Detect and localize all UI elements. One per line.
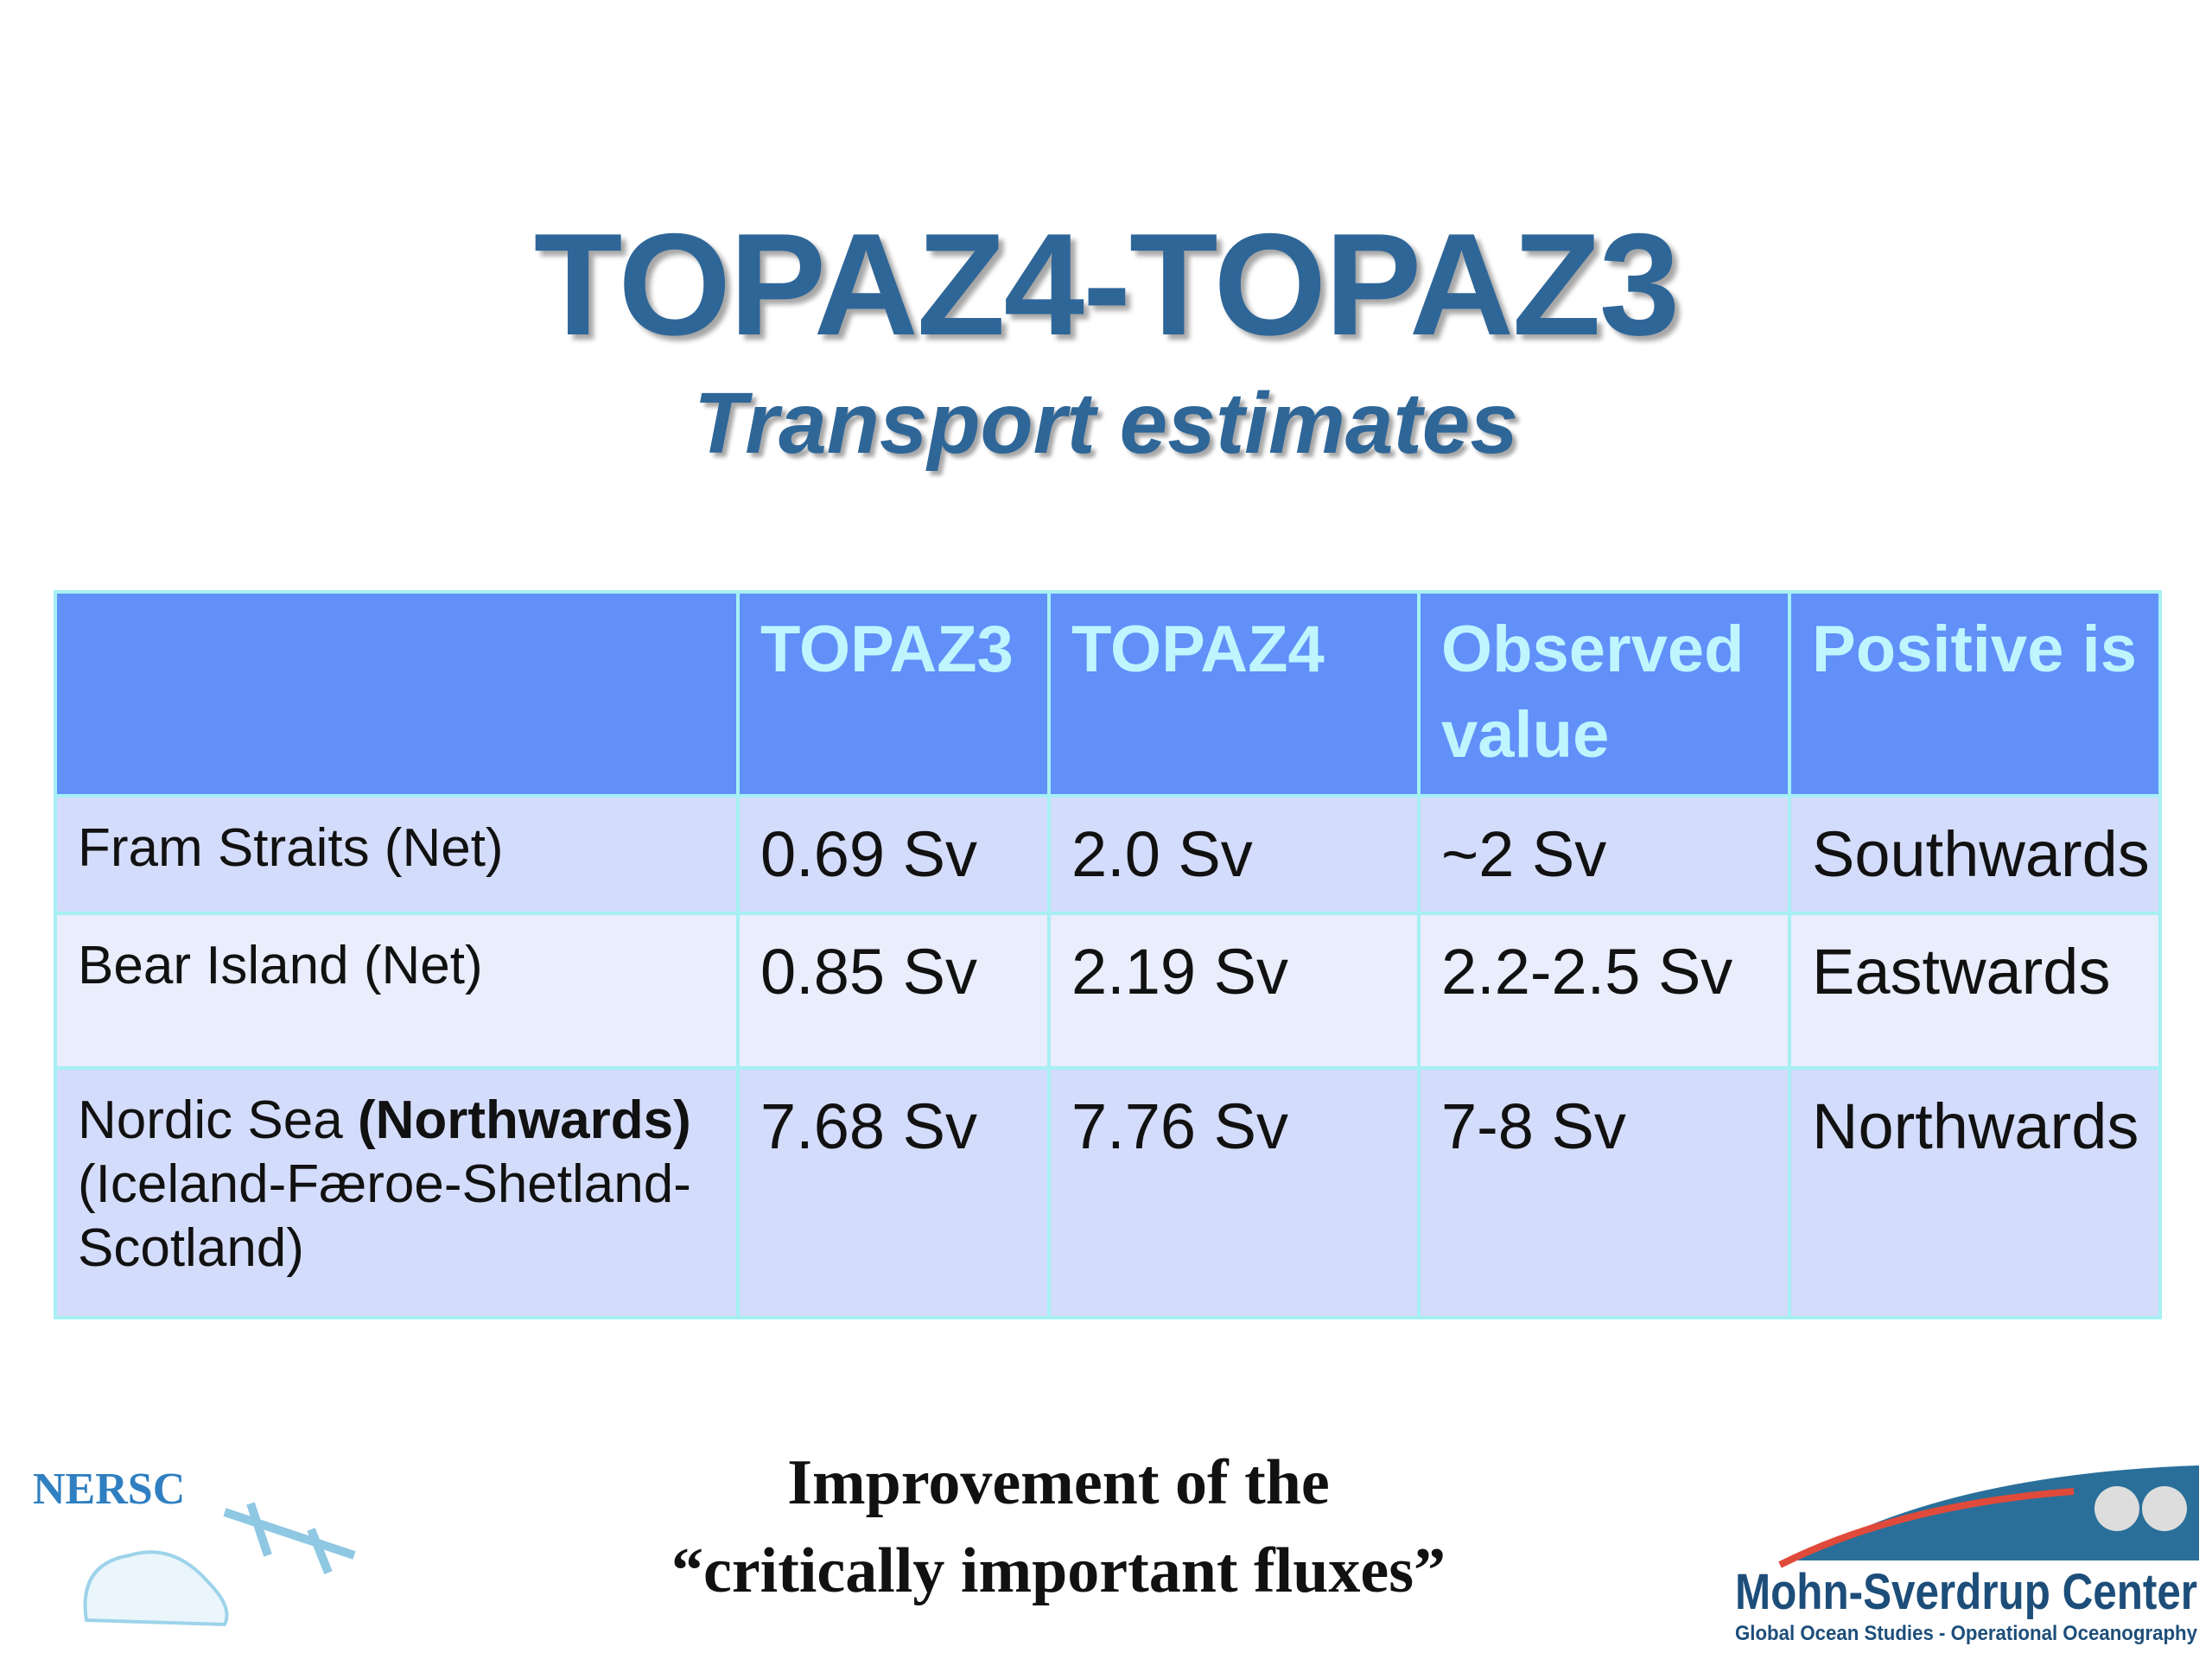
msc-name: Mohn-Sverdrup Center	[1735, 1564, 2197, 1620]
table-cell: 7.76 Sv	[1047, 1065, 1421, 1319]
table-row: Fram Straits (Net) 0.69 Sv 2.0 Sv ~2 Sv Sout…	[54, 793, 2162, 915]
label-text: Nordic Sea	[78, 1090, 343, 1150]
label-text: Bear Island (Net)	[78, 935, 483, 995]
row-label: Nordic Sea (Northwards) (Iceland-Færoe-Sh…	[54, 1065, 740, 1319]
label-bold: (Northwards)	[357, 1090, 691, 1150]
table-row: Bear Island (Net) 0.85 Sv 2.19 Sv 2.2-2.5 S…	[54, 911, 2162, 1070]
header-cell: TOPAZ3	[736, 590, 1051, 798]
table-cell: ~2 Sv	[1417, 793, 1791, 915]
subtitle: Transport estimates	[693, 375, 1519, 472]
row-label: Fram Straits (Net)	[54, 793, 740, 915]
transport-table: TOPAZ3 TOPAZ4 Observed value Positive is Fra…	[54, 590, 2162, 1319]
msc-tagline: Global Ocean Studies - Operational Ocean…	[1735, 1622, 2198, 1645]
footer-line: Improvement of the	[787, 1447, 1330, 1518]
table-cell: 7.68 Sv	[736, 1065, 1051, 1319]
header-row: TOPAZ3 TOPAZ4 Observed value Positive is	[54, 590, 2162, 798]
table-cell: 2.0 Sv	[1047, 793, 1421, 915]
nersc-name: NERSC	[33, 1465, 185, 1514]
table-cell: Southwards	[1788, 793, 2162, 915]
table-cell: Northwards	[1788, 1065, 2162, 1319]
title: TOPAZ4-TOPAZ3	[533, 203, 1680, 365]
table-cell: 0.69 Sv	[736, 793, 1051, 915]
nersc-logo: NERSC	[33, 1465, 356, 1627]
table-cell: 2.19 Sv	[1047, 911, 1421, 1070]
label-text: Fram Straits (Net)	[78, 817, 504, 878]
header-cell: Observed value	[1417, 590, 1791, 798]
table-cell: 0.85 Sv	[736, 911, 1051, 1070]
header-cell: Positive is	[1788, 590, 2162, 798]
table-cell: Eastwards	[1788, 911, 2162, 1070]
msc-logo: Mohn-Sverdrup Center Global Ocean Studie…	[1735, 1465, 2199, 1645]
table-row: Nordic Sea (Northwards) (Iceland-Færoe-Sh…	[54, 1065, 2162, 1319]
table-cell: 7-8 Sv	[1417, 1065, 1791, 1319]
table-cell: 2.2-2.5 Sv	[1417, 911, 1791, 1070]
footer-text: Improvement of the “critically important…	[484, 1439, 1633, 1615]
header-cell	[54, 590, 740, 798]
footer-line: “critically important fluxes”	[671, 1535, 1446, 1606]
row-label: Bear Island (Net)	[54, 911, 740, 1070]
label-note: (Iceland-Færoe-Shetland-Scotland)	[78, 1154, 691, 1279]
header-cell: TOPAZ4	[1047, 590, 1421, 798]
